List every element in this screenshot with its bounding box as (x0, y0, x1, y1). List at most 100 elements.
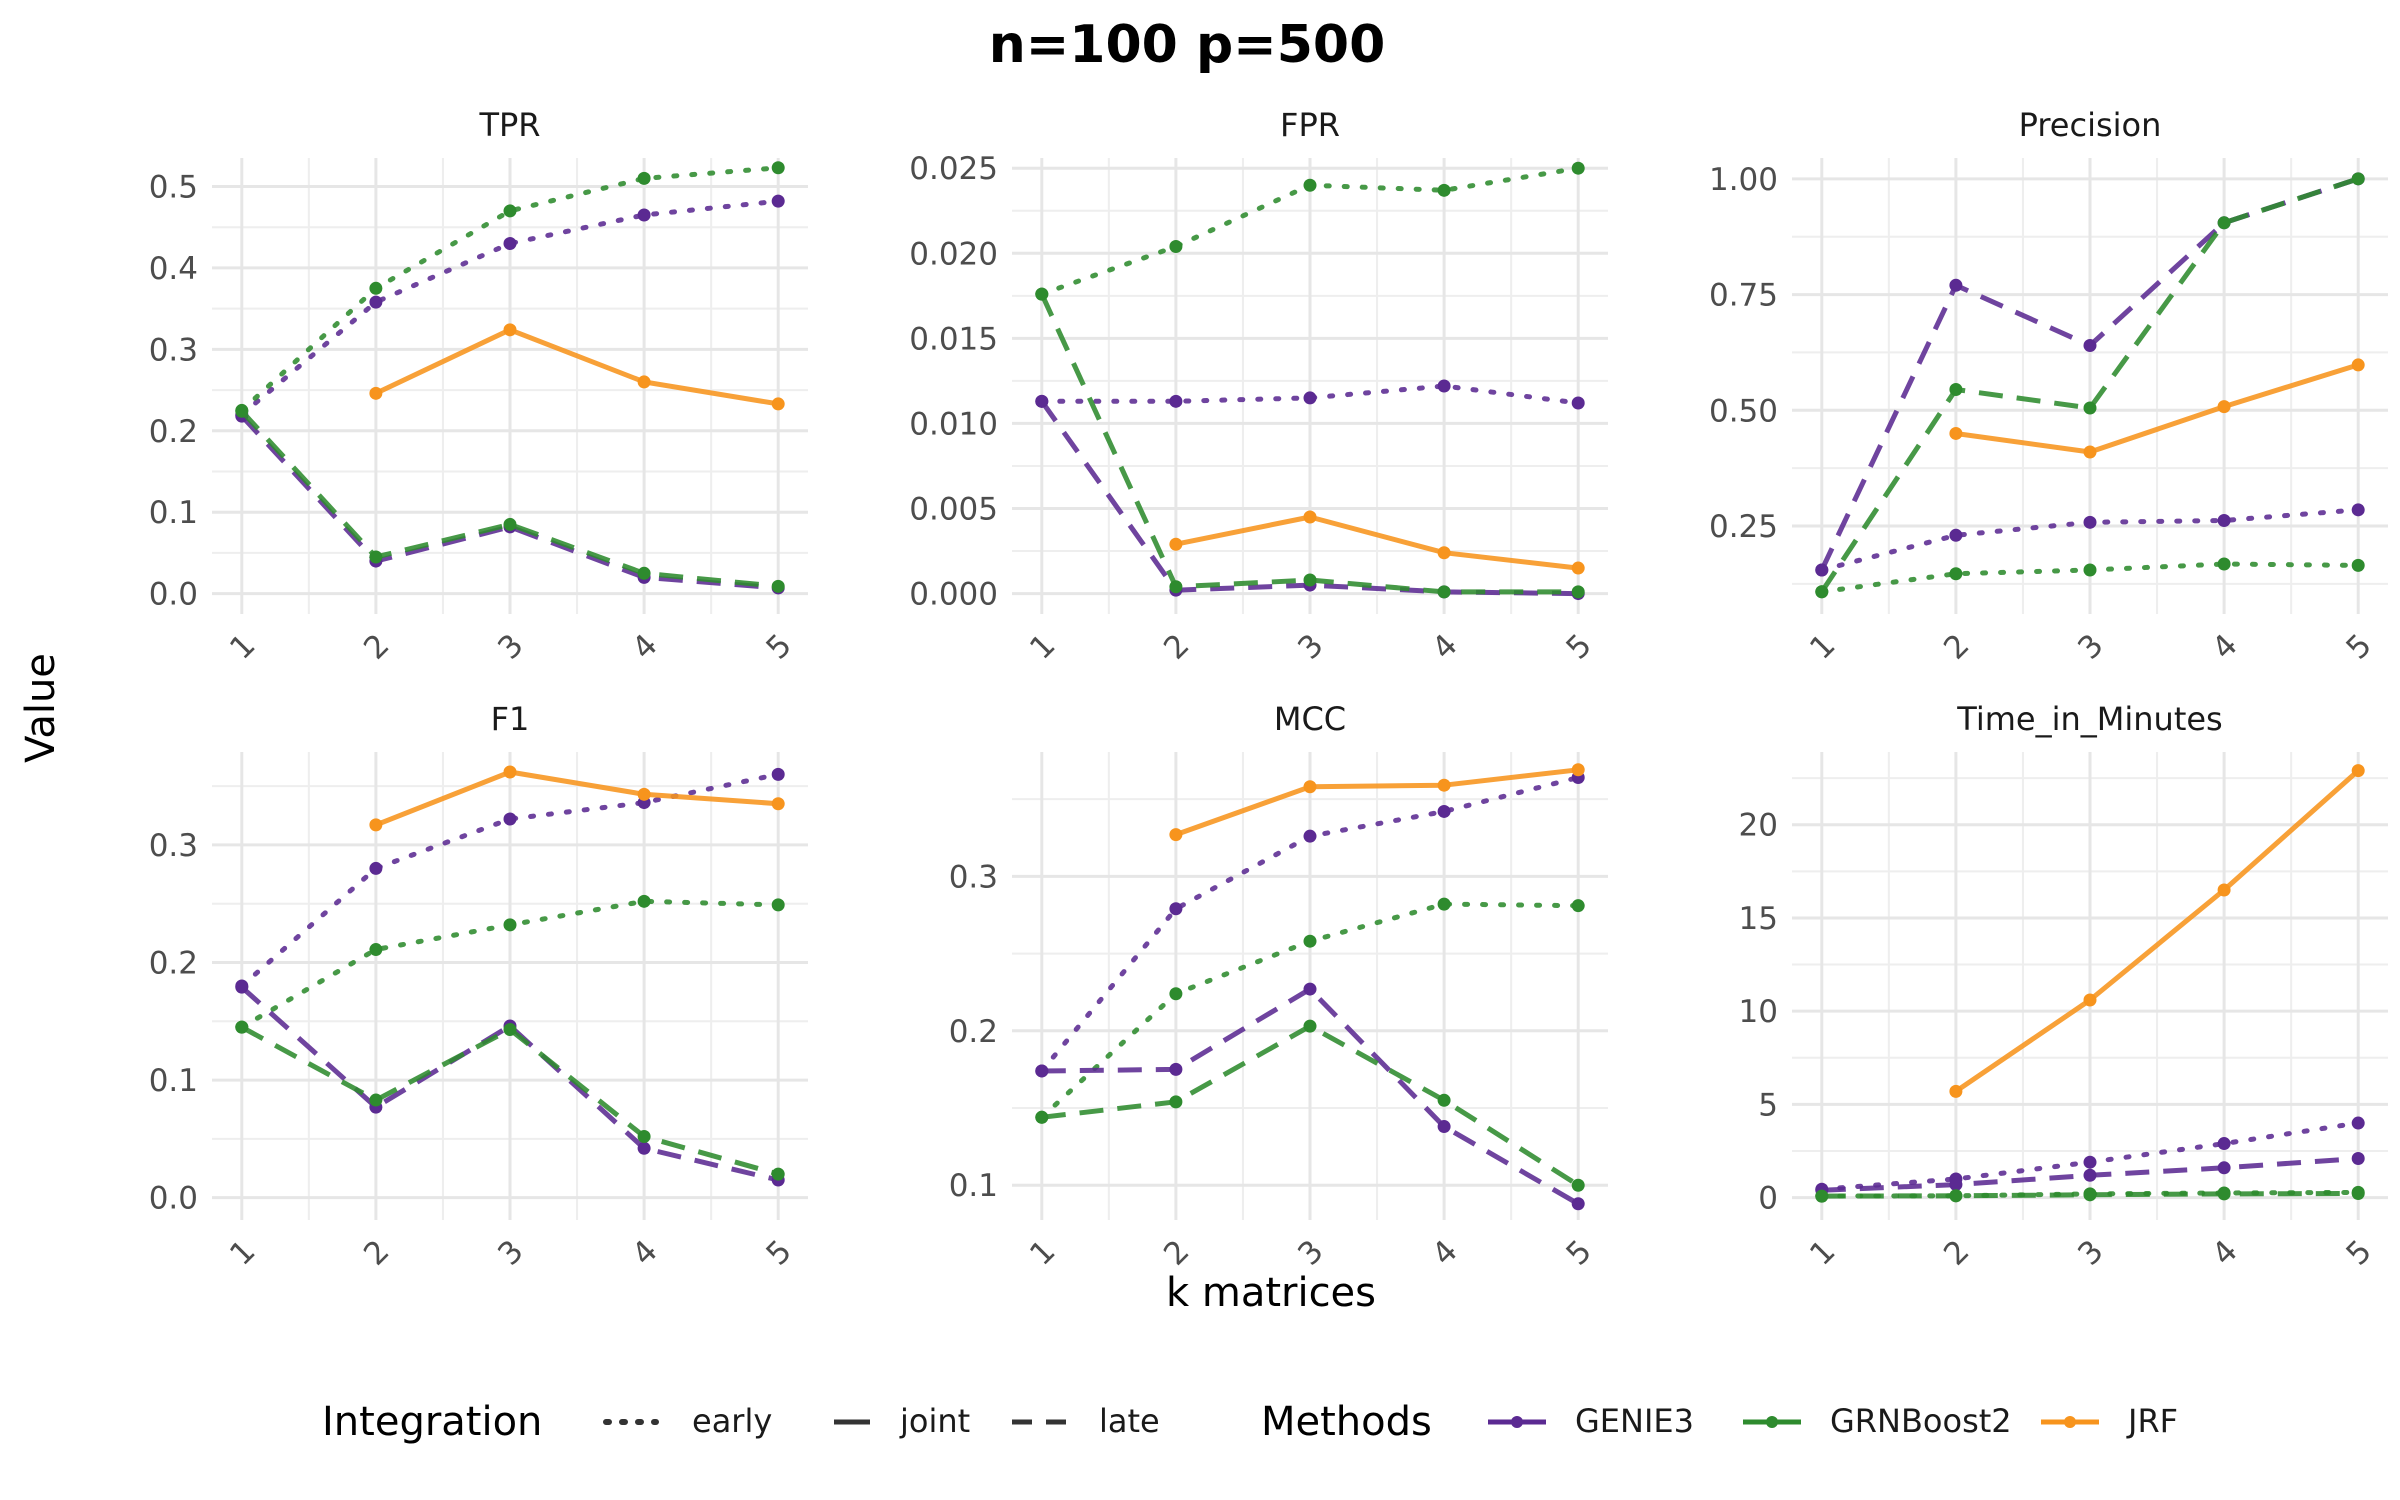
legend-joint-label: joint (899, 1402, 970, 1440)
data-point-jrf-joint (1949, 426, 1963, 440)
x-tick-label: 3 (491, 627, 530, 666)
data-point-grnboost2-late (1035, 287, 1049, 301)
y-tick-label: 0.0 (149, 577, 198, 613)
data-point-jrf-joint (771, 397, 785, 411)
data-point-grnboost2-late (1437, 1093, 1451, 1107)
data-point-grnboost2-late (1169, 1095, 1183, 1109)
legend-integration-title: Integration (322, 1399, 542, 1445)
data-point-grnboost2-late (637, 566, 651, 580)
panel-f1: F1 0.0 0.1 0.2 0.3 1 2 3 4 5 (149, 700, 808, 1273)
y-tick-label: 0.50 (1709, 393, 1778, 429)
data-point-grnboost2-late (637, 1130, 651, 1144)
y-tick-label: 0.5 (149, 170, 198, 206)
legend-early-label: early (692, 1402, 772, 1440)
x-tick-label: 5 (2339, 1233, 2378, 1272)
data-point-genie3-early (503, 237, 517, 250)
y-tick-label: 1.00 (1709, 162, 1778, 198)
data-point-genie3-late (1815, 563, 1829, 577)
data-point-grnboost2-early (637, 171, 651, 185)
y-tick-label: 0.1 (949, 1168, 998, 1204)
data-point-grnboost2-early (1169, 987, 1183, 1001)
data-point-grnboost2-early (771, 161, 785, 175)
data-point-genie3-late (1571, 1197, 1585, 1211)
series-line-genie3-late (239, 414, 779, 591)
panel-fpr: FPR 0.000 0.005 0.010 0.015 0.020 0.025 1 2 3 4 5 (909, 106, 1608, 667)
data-point-grnboost2-late (1035, 1110, 1049, 1124)
y-tick-label: 0.1 (149, 495, 198, 531)
x-tick-label: 1 (1803, 627, 1842, 666)
data-point-grnboost2-late (1949, 1189, 1963, 1203)
data-point-genie3-early (1169, 394, 1183, 408)
x-tick-label: 3 (2071, 1233, 2110, 1272)
x-tick-label: 5 (1559, 627, 1598, 666)
x-tick-label: 1 (223, 627, 262, 666)
data-point-genie3-late (1303, 982, 1317, 996)
data-point-genie3-late (2217, 1161, 2231, 1175)
legend-genie3-dot (1511, 1416, 1523, 1428)
data-point-grnboost2-early (503, 918, 517, 932)
data-point-grnboost2-late (1437, 585, 1451, 599)
data-point-grnboost2-late (1571, 585, 1585, 599)
data-point-genie3-early (1169, 902, 1183, 916)
y-tick-label: 0.0 (149, 1181, 198, 1217)
y-tick-label: 0.2 (149, 945, 198, 981)
legend-jrf-label: JRF (2126, 1402, 2178, 1440)
data-point-grnboost2-late (1815, 585, 1829, 599)
y-tick-label: 0.2 (949, 1014, 998, 1050)
series-line-grnboost2-late (1819, 176, 2359, 594)
y-tick-label: 15 (1739, 901, 1778, 937)
x-tick-label: 5 (759, 1233, 798, 1272)
data-point-grnboost2-late (771, 1167, 785, 1181)
x-tick-label: 4 (625, 627, 664, 666)
data-point-jrf-joint (1303, 780, 1317, 794)
data-point-grnboost2-early (2217, 557, 2231, 571)
data-point-jrf-joint (1437, 778, 1451, 792)
data-point-jrf-joint (1169, 828, 1183, 842)
x-tick-label: 3 (1291, 1233, 1330, 1272)
x-tick-label: 2 (1937, 1233, 1976, 1272)
y-tick-label: 0.005 (909, 492, 998, 528)
series-line-jrf-joint (1954, 768, 2360, 1094)
data-point-genie3-late (2083, 1168, 2097, 1182)
data-point-genie3-early (2351, 1116, 2365, 1130)
data-point-genie3-early (1303, 391, 1317, 405)
data-point-jrf-joint (2217, 883, 2231, 897)
y-tick-label: 10 (1739, 994, 1778, 1030)
panel-title-mcc: MCC (1274, 700, 1346, 738)
y-tick-label: 0.4 (149, 251, 198, 287)
data-point-grnboost2-early (2351, 558, 2365, 572)
data-point-grnboost2-early (1437, 897, 1451, 911)
panel-time-in-minutes: Time_in_Minutes 0 5 10 15 20 1 2 3 4 5 (1739, 700, 2388, 1273)
series-line-jrf-joint (374, 327, 779, 407)
data-point-jrf-joint (2217, 400, 2231, 414)
y-tick-label: 0.2 (149, 414, 198, 450)
data-point-jrf-joint (369, 386, 383, 400)
data-point-genie3-late (1949, 1178, 1963, 1192)
data-point-grnboost2-early (637, 894, 651, 908)
data-point-grnboost2-late (2351, 1187, 2365, 1201)
data-point-genie3-early (2217, 1137, 2231, 1151)
data-point-grnboost2-late (503, 517, 517, 531)
data-point-genie3-late (1035, 394, 1049, 408)
data-point-genie3-early (771, 194, 785, 208)
x-tick-label: 5 (759, 627, 798, 666)
data-point-jrf-joint (1303, 510, 1317, 524)
y-tick-label: 0.1 (149, 1063, 198, 1099)
x-tick-label: 2 (1937, 627, 1976, 666)
legend-jrf-dot (2064, 1416, 2076, 1428)
data-point-grnboost2-late (1949, 382, 1963, 396)
data-point-genie3-early (1437, 379, 1451, 393)
panel-title-f1: F1 (491, 700, 530, 738)
data-point-jrf-joint (2351, 764, 2365, 778)
data-point-grnboost2-late (1303, 1019, 1317, 1033)
panel-title-time-in-minutes: Time_in_Minutes (1956, 700, 2222, 738)
panel-title-tpr: TPR (478, 106, 540, 144)
series-line-grnboost2-late (239, 409, 779, 589)
x-tick-label: 3 (2071, 627, 2110, 666)
data-point-grnboost2-late (1815, 1189, 1829, 1203)
legend-grnboost2-dot (1766, 1416, 1778, 1428)
data-point-jrf-joint (637, 787, 651, 801)
data-point-grnboost2-late (2351, 172, 2365, 186)
series-line-genie3-early (239, 198, 781, 417)
